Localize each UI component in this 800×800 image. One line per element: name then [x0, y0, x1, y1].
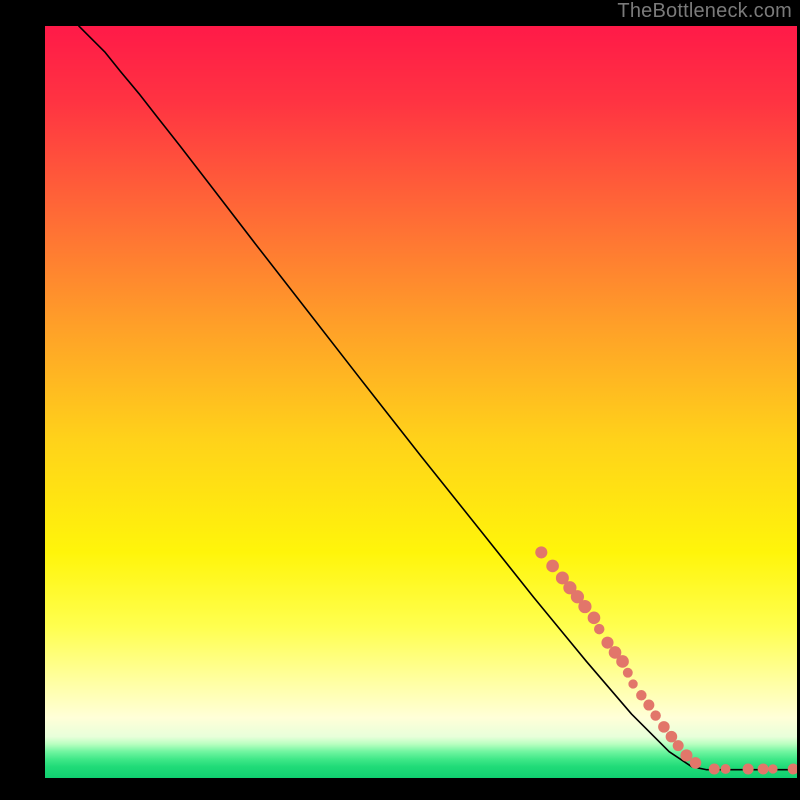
- marker-dot: [743, 763, 754, 774]
- marker-dot: [616, 655, 629, 668]
- plot-area: [45, 26, 797, 778]
- marker-dot: [628, 679, 637, 688]
- marker-dot: [690, 757, 702, 769]
- marker-dot: [546, 560, 559, 573]
- marker-dot: [680, 749, 692, 761]
- marker-dot: [601, 637, 613, 649]
- marker-dot: [643, 700, 654, 711]
- chart-frame: TheBottleneck.com: [0, 0, 800, 800]
- marker-dot: [721, 764, 731, 774]
- chart-svg: [45, 26, 797, 778]
- marker-dot: [709, 763, 720, 774]
- marker-dot: [673, 740, 684, 751]
- gradient-background: [45, 26, 797, 778]
- marker-dot: [535, 546, 547, 558]
- marker-dot: [768, 764, 777, 773]
- marker-dot: [578, 600, 591, 613]
- marker-dot: [758, 763, 769, 774]
- marker-dot: [594, 624, 604, 634]
- marker-dot: [666, 731, 678, 743]
- attribution-label: TheBottleneck.com: [617, 0, 792, 23]
- marker-dot: [588, 612, 601, 625]
- marker-dot: [650, 710, 660, 720]
- marker-dot: [658, 721, 670, 733]
- marker-dot: [636, 690, 646, 700]
- marker-dot: [623, 668, 633, 678]
